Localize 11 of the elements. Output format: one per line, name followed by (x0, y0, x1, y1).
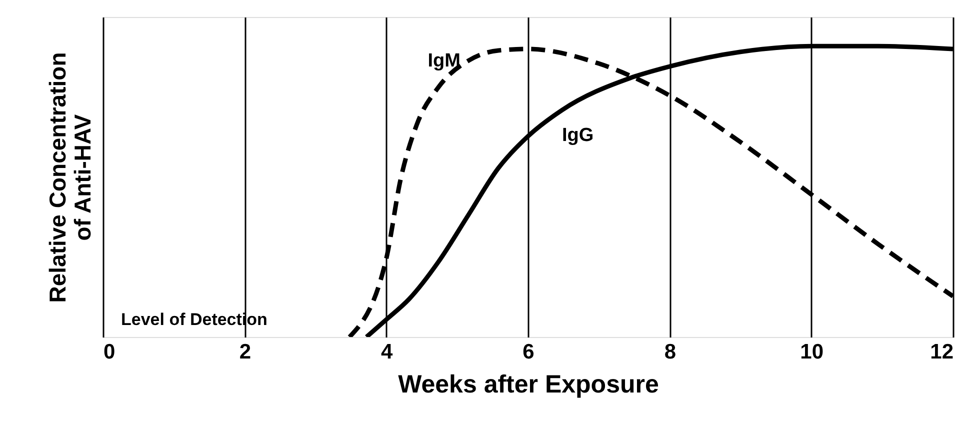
x-axis-title: Weeks after Exposure (398, 370, 659, 398)
x-tick-label: 6 (522, 340, 534, 364)
x-tick-label: 12 (930, 340, 954, 364)
x-tick-label: 10 (800, 340, 824, 364)
x-tick-label: 2 (239, 340, 252, 364)
y-axis-title: Relative Concentration of Anti-HAV (44, 52, 96, 303)
x-tick-label: 0 (104, 340, 116, 364)
series-label: IgM (428, 50, 460, 72)
series-label: IgG (562, 125, 594, 146)
x-tick-label: 8 (664, 340, 676, 364)
x-tick-label: 4 (380, 340, 393, 364)
